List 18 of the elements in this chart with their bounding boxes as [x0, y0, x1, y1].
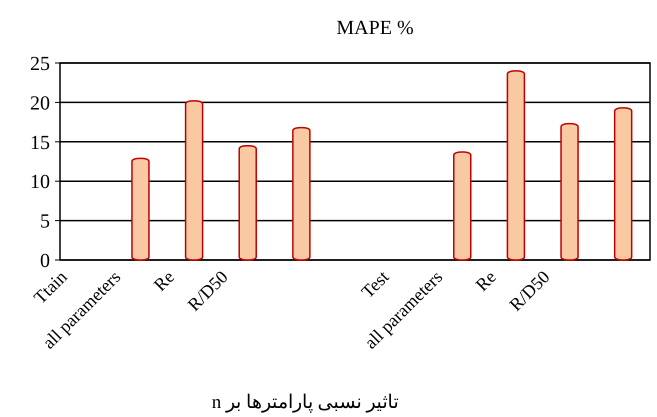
- x-tick-label: Re: [150, 266, 178, 295]
- chart-title: MAPE %: [336, 17, 414, 39]
- bar: [292, 126, 311, 261]
- bar: [506, 70, 526, 261]
- y-tick-label: 0: [40, 250, 50, 272]
- bar: [614, 107, 632, 261]
- bar: [131, 158, 150, 261]
- x-tick-label: Re: [472, 266, 500, 295]
- bar: [184, 100, 204, 261]
- y-tick-label: 15: [30, 132, 50, 154]
- x-axis-title: تاثیر نسبی پارامترها بر n: [212, 392, 398, 413]
- y-tick-label: 25: [30, 53, 50, 75]
- y-tick-label: 20: [30, 92, 50, 114]
- y-tick-label: 10: [30, 171, 50, 194]
- bar: [453, 151, 472, 261]
- bar: [560, 122, 579, 261]
- bar: [238, 144, 257, 261]
- y-tick-label: 5: [40, 210, 50, 233]
